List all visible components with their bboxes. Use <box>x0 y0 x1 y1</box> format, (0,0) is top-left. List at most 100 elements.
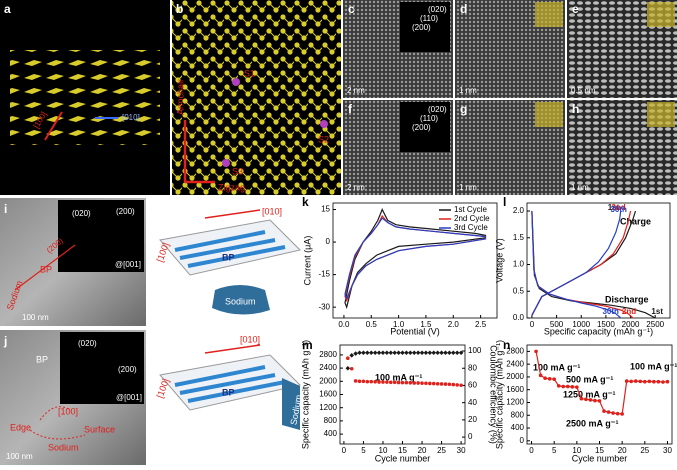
hrtem-panels: c (020) (110) (200) 2 nm d 1 nm e 0.5 nm… <box>343 0 677 195</box>
marker <box>380 350 386 356</box>
curve-label: 2nd <box>611 203 625 212</box>
marker <box>415 350 421 356</box>
panel-label: c <box>348 2 355 16</box>
marker <box>538 373 543 378</box>
y-tick-label: 1600 <box>319 390 337 399</box>
marker <box>419 350 425 356</box>
scale-bar: 1 nm <box>459 86 477 95</box>
inset <box>60 332 144 404</box>
marker <box>584 397 588 402</box>
x-tick-label: 25 <box>640 446 649 455</box>
marker <box>570 385 575 389</box>
marker <box>606 410 611 414</box>
marker <box>588 398 593 402</box>
site: S3 <box>232 166 243 176</box>
y2-tick-label: 80 <box>468 363 477 372</box>
plot-frame <box>332 202 498 319</box>
marker <box>353 351 358 356</box>
annotation: 2500 mA g⁻¹ <box>566 418 618 428</box>
marker <box>428 381 432 386</box>
y-tick-label: 0.5 <box>513 286 525 295</box>
overlay <box>535 102 563 127</box>
marker <box>396 350 401 356</box>
x-tick-label: 15 <box>398 446 407 455</box>
crystal <box>10 50 160 145</box>
y2-tick-label: 40 <box>468 398 477 407</box>
material: BP <box>40 264 52 274</box>
y-tick-label: 2400 <box>319 363 337 372</box>
marker <box>361 350 366 356</box>
curve-label: 30th <box>602 307 619 316</box>
site: Edge <box>10 422 31 432</box>
marker <box>443 350 448 356</box>
x-tick-label: 5 <box>552 446 557 455</box>
panel-label: i <box>4 202 7 216</box>
marker <box>392 380 397 385</box>
sodium <box>282 378 300 430</box>
arrow <box>204 344 261 354</box>
annotation: Charge <box>620 216 651 226</box>
overlay <box>535 2 563 27</box>
marker <box>368 350 374 356</box>
atom <box>232 78 240 86</box>
marker <box>408 350 413 356</box>
x-tick-label: 500 <box>550 320 564 329</box>
annotation: Discharge <box>605 294 649 304</box>
marker <box>656 379 661 384</box>
x-tick-label: 2000 <box>622 320 640 329</box>
x-tick-label: 2.5 <box>475 320 487 329</box>
x-tick-label: 10 <box>379 446 388 455</box>
marker <box>416 381 420 385</box>
inset <box>58 200 144 272</box>
inset <box>400 2 450 52</box>
marker <box>593 398 597 403</box>
x-tick-label: 20 <box>618 446 627 455</box>
axis-name: Zigzag <box>218 182 245 192</box>
axis-name: Armchair <box>175 79 185 115</box>
marker <box>408 380 413 385</box>
marker <box>420 381 424 385</box>
panel-label: f <box>348 102 353 116</box>
marker <box>451 382 456 387</box>
marker <box>435 381 440 386</box>
marker <box>534 349 538 354</box>
panel-label: e <box>572 2 579 16</box>
atom <box>320 120 328 128</box>
curve-label: 1st <box>608 203 620 212</box>
zone-axis: @[001] <box>115 260 141 269</box>
marker <box>381 380 385 384</box>
spot: (200) <box>412 23 431 32</box>
marker <box>643 379 647 384</box>
marker <box>373 379 377 384</box>
site: S1 <box>244 68 255 78</box>
spot: (110) <box>420 114 438 123</box>
scale-bar: 100 nm <box>22 313 49 322</box>
marker <box>346 356 350 361</box>
marker <box>459 383 463 388</box>
material: BP <box>222 252 235 262</box>
legend-label: 2nd Cycle <box>454 214 490 223</box>
marker <box>447 350 452 356</box>
marker <box>384 350 390 356</box>
marker <box>388 350 394 356</box>
y-tick-label: 800 <box>324 416 338 425</box>
marker <box>361 379 366 384</box>
data-line <box>531 210 622 316</box>
marker <box>575 385 579 389</box>
y-tick-label: 1.0 <box>513 260 525 269</box>
panel-j: j BP (020) (200) @[001] [100] Edge Surfa… <box>0 330 304 465</box>
x-tick-label: 1000 <box>572 320 590 329</box>
marker <box>357 350 362 356</box>
site: S2 <box>318 134 329 144</box>
marker <box>450 350 456 356</box>
material: BP <box>222 387 235 397</box>
material: BP <box>36 354 48 364</box>
y-tick-label: 1600 <box>506 385 524 394</box>
curve-label: 1st <box>651 307 663 316</box>
x-tick-label: 0 <box>529 446 534 455</box>
y-tick-label: 1200 <box>319 403 337 412</box>
x-tick-label: 1.5 <box>420 320 432 329</box>
arrows <box>29 406 86 440</box>
panel-label: b <box>176 2 183 16</box>
